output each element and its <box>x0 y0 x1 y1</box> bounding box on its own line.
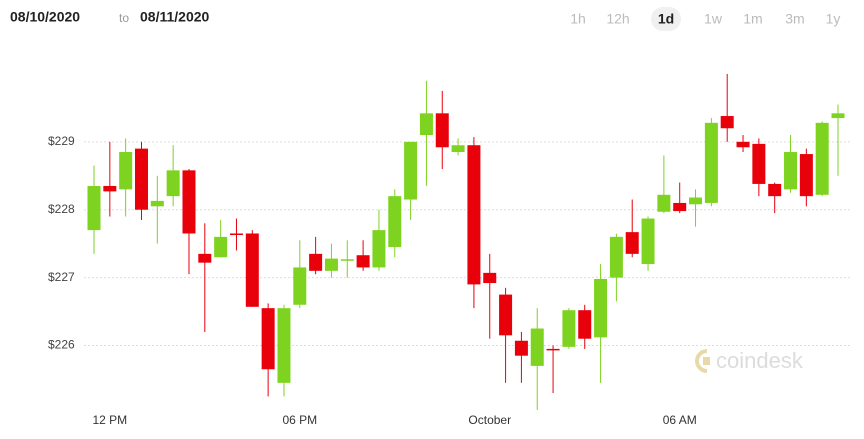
candle-body <box>784 152 798 190</box>
candle-body <box>641 218 655 265</box>
candle-body <box>324 258 338 271</box>
candle-body <box>182 170 196 234</box>
candle-body <box>309 253 323 271</box>
candle-body <box>372 230 386 268</box>
candle-body <box>736 141 750 148</box>
date-to: 08/11/2020 <box>140 9 210 25</box>
candle-body <box>214 236 228 258</box>
candle-body <box>673 202 687 212</box>
candle-body <box>229 233 243 235</box>
candle-body <box>546 348 560 351</box>
candle-body <box>419 113 433 136</box>
candle-body <box>483 272 497 284</box>
candle-body <box>451 145 465 153</box>
candle-body <box>689 197 703 205</box>
watermark-icon <box>695 349 708 373</box>
y-tick-label: $226 <box>48 338 75 352</box>
x-tick-label: 06 AM <box>663 413 697 427</box>
candle-body <box>277 308 291 383</box>
candle-body <box>261 308 275 370</box>
candle-body <box>404 141 418 200</box>
candle-body <box>356 255 370 268</box>
y-tick-label: $228 <box>48 202 75 216</box>
candle-body <box>831 113 845 119</box>
candle-body <box>562 310 576 347</box>
date-from: 08/10/2020 <box>10 9 80 25</box>
candle-body <box>245 233 259 307</box>
candle-body <box>435 113 449 148</box>
candle-body <box>150 200 164 207</box>
candle-body <box>134 148 148 210</box>
candle-body <box>815 122 829 195</box>
range-button[interactable]: 1w <box>704 11 723 27</box>
candle-body <box>499 294 513 336</box>
candle-body <box>388 196 402 248</box>
watermark-icon <box>703 357 710 365</box>
candle-body <box>119 152 133 190</box>
candle-body <box>198 253 212 263</box>
candle-body <box>609 236 623 278</box>
candle-body <box>625 232 639 254</box>
candle-body <box>799 154 813 197</box>
candle-body <box>530 328 544 366</box>
x-tick-label: 06 PM <box>282 413 317 427</box>
range-button[interactable]: 1m <box>743 11 762 27</box>
date-separator: to <box>119 11 129 25</box>
candle-body <box>704 122 718 203</box>
watermark-text: coindesk <box>716 348 804 373</box>
candle-body <box>768 183 782 197</box>
range-button[interactable]: 1d <box>658 11 674 27</box>
candle-body <box>594 278 608 338</box>
range-button[interactable]: 1y <box>826 11 841 27</box>
candle-body <box>657 194 671 212</box>
candle-body <box>578 310 592 339</box>
y-tick-label: $227 <box>48 270 75 284</box>
candle-body <box>293 267 307 305</box>
y-tick-label: $229 <box>48 134 75 148</box>
range-button[interactable]: 3m <box>785 11 804 27</box>
x-tick-label: October <box>468 413 511 427</box>
candle-body <box>514 340 528 356</box>
candle-body <box>103 185 117 192</box>
range-button-bg <box>651 7 681 31</box>
range-button[interactable]: 1h <box>570 11 586 27</box>
candle-body <box>87 185 101 231</box>
watermark: coindesk <box>695 348 804 373</box>
candle-body <box>467 145 481 285</box>
candle-body <box>752 143 766 184</box>
candle-body <box>340 259 354 261</box>
range-button[interactable]: 12h <box>606 11 629 27</box>
x-tick-label: 12 PM <box>92 413 127 427</box>
candle-body <box>166 170 180 197</box>
candle-body <box>720 116 734 129</box>
